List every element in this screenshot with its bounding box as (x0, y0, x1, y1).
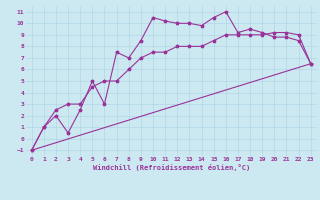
X-axis label: Windchill (Refroidissement éolien,°C): Windchill (Refroidissement éolien,°C) (92, 164, 250, 171)
